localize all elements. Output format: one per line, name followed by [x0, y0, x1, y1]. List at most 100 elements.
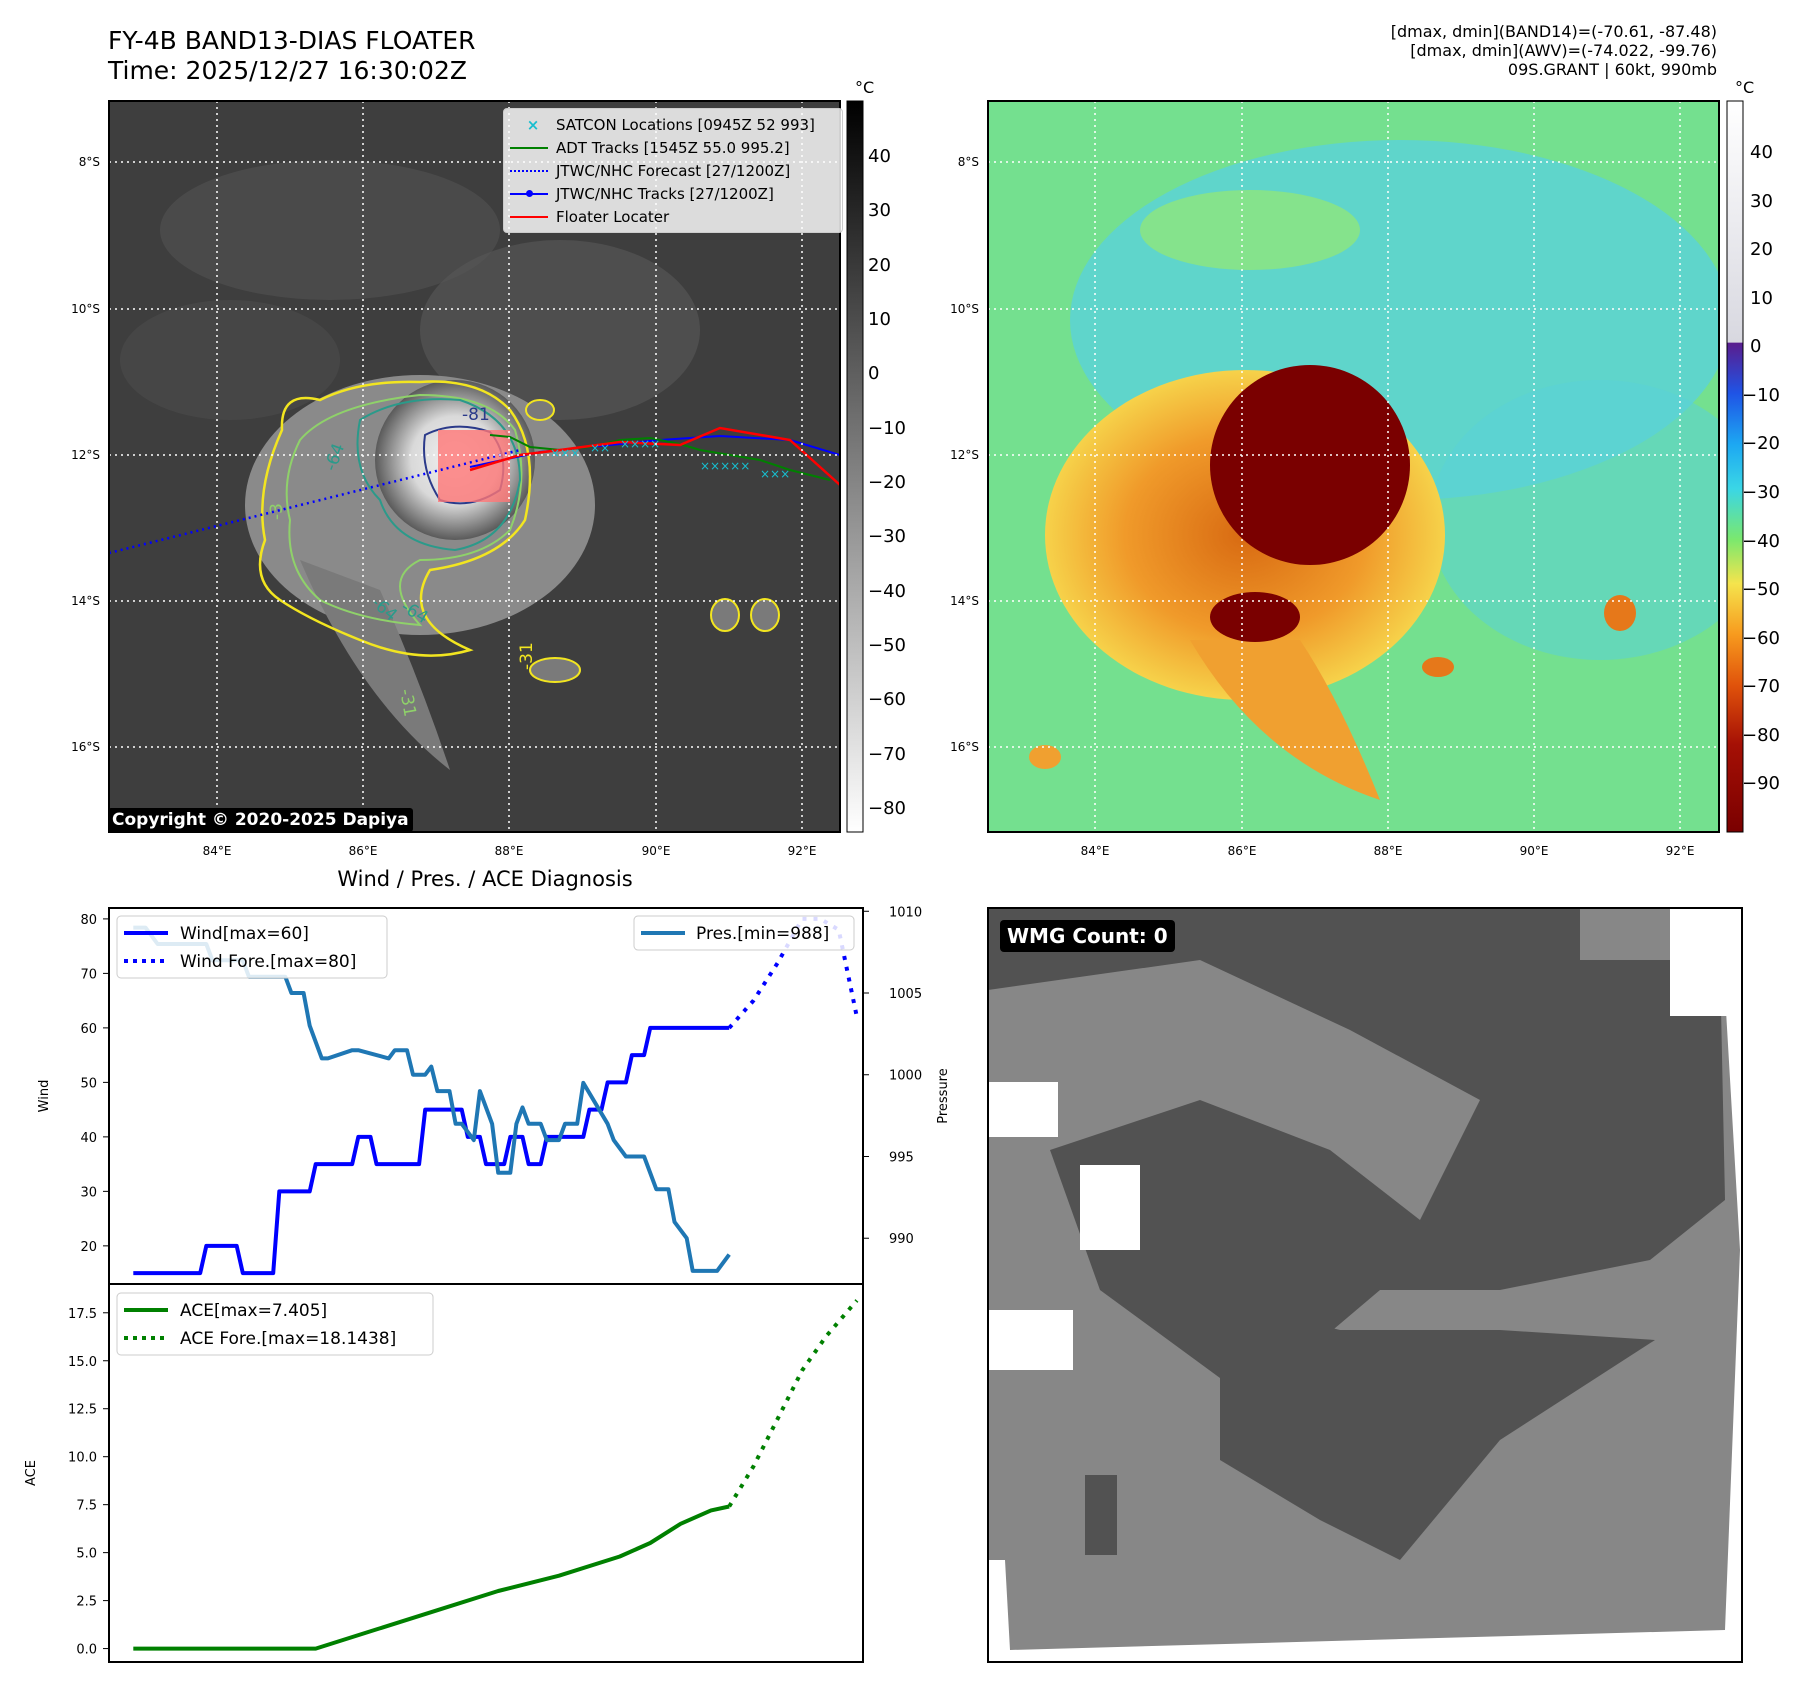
lat-label: 10°S — [950, 302, 979, 316]
contour-cell — [710, 598, 740, 632]
lon-label: 88°E — [495, 844, 524, 858]
contour-31 — [258, 380, 532, 657]
contour-label: -31 — [395, 687, 420, 718]
lon-label: 86°E — [1228, 844, 1257, 858]
pressure-legend — [633, 915, 855, 951]
contour-label: -31 — [517, 642, 537, 670]
y-tick-label: 60 — [80, 1022, 97, 1037]
colorbar-tick: −80 — [1742, 725, 1780, 746]
y-right-tick-label: 990 — [889, 1232, 914, 1247]
lon-label: 90°E — [642, 844, 671, 858]
contour-cell — [529, 657, 581, 683]
series-line-pres- — [133, 925, 731, 1273]
lon-label: 84°E — [1081, 844, 1110, 858]
y-right-tick-label: 995 — [889, 1150, 914, 1165]
lon-label: 90°E — [1520, 844, 1549, 858]
series-line-ace — [133, 1504, 730, 1651]
satcon-markers: ××× ×× ×××× ××××× ××× — [550, 437, 790, 481]
floater-line-icon — [510, 215, 548, 218]
series-line-wind — [133, 1025, 730, 1276]
colorbar-tick: −30 — [868, 526, 906, 547]
y-tick-label: 70 — [80, 967, 97, 982]
y-tick-label: 5.0 — [76, 1547, 97, 1562]
legend-label: ADT Tracks [1545Z 55.0 995.2] — [556, 138, 790, 157]
color-colorbar-ticks: 40 30 20 10 0 −10 −20 −30 −40 −50 −60 −7… — [1742, 142, 1780, 794]
colorbar-tick: −60 — [1742, 628, 1780, 649]
awv-satellite-map[interactable] — [988, 101, 1770, 832]
wmg-white-cell — [1080, 1165, 1140, 1250]
color-colorbar-unit: °C — [1735, 78, 1755, 97]
floater-track-line — [469, 426, 840, 486]
legend-label-pressure: Pres.[min=988] — [696, 924, 829, 944]
ir-rainband — [300, 560, 450, 770]
contour-50 — [285, 393, 523, 627]
jtwc-line-icon — [510, 189, 548, 197]
colorbar-tick: 10 — [1750, 288, 1773, 309]
colorbar-tick: 30 — [1750, 191, 1773, 212]
lon-label: 92°E — [788, 844, 817, 858]
colorbar-tick: −50 — [1742, 579, 1780, 600]
svg-text:×××××: ××××× — [700, 459, 750, 473]
colorbar-tick: −40 — [868, 581, 906, 602]
meta-awv: [dmax, dmin](AWV)=(-74.022, -99.76) — [1410, 41, 1717, 60]
lat-label: 8°S — [958, 155, 979, 169]
colorbar-tick: −90 — [1742, 773, 1780, 794]
legend-label-wind: Wind[max=60] — [180, 924, 309, 944]
wmg-dark-region — [1220, 1300, 1655, 1560]
y-tick-label: 2.5 — [76, 1595, 97, 1610]
lat-label: 8°S — [79, 155, 100, 169]
awv-cell — [1029, 745, 1061, 769]
legend-label: JTWC/NHC Forecast [27/1200Z] — [556, 161, 791, 180]
ir-map-frame — [108, 100, 841, 833]
colorbar-tick: −10 — [1742, 385, 1780, 406]
y-tick-label: 10.0 — [68, 1451, 97, 1466]
y-tick-label: 20 — [80, 1240, 97, 1255]
colorbar-tick: 40 — [1750, 142, 1773, 163]
copyright-badge: Copyright © 2020-2025 Dapiya — [108, 808, 413, 832]
series-line-wind-fore- — [727, 916, 859, 1030]
y-tick-label: 15.0 — [68, 1355, 97, 1370]
wmg-dark-cell — [1085, 1475, 1117, 1555]
awv-lon-labels: 84°E 86°E 88°E 90°E 92°E — [1081, 844, 1695, 858]
wmg-count-badge: WMG Count: 0 — [1000, 920, 1175, 952]
colorbar-tick: −30 — [1742, 482, 1780, 503]
ace-axis-label: ACE — [24, 1460, 39, 1486]
ir-cloud-band — [160, 160, 500, 300]
colorbar-tick: −40 — [1742, 531, 1780, 552]
wmg-panel[interactable] — [987, 907, 1743, 1663]
legend-row-jtwc: JTWC/NHC Tracks [27/1200Z] — [510, 182, 836, 205]
ir-lon-labels: 84°E 86°E 88°E 90°E 92°E — [203, 844, 817, 858]
legend-row-adt: ADT Tracks [1545Z 55.0 995.2] — [510, 136, 836, 159]
awv-map-frame — [987, 100, 1720, 833]
pressure-axis-label: Pressure — [936, 1068, 951, 1124]
colorbar-tick: 30 — [868, 200, 891, 221]
chart-title: FY-4B BAND13-DIAS FLOATER Time: 2025/12/… — [108, 26, 476, 86]
colorbar-tick: −70 — [868, 744, 906, 765]
y-tick-label: 50 — [80, 1076, 97, 1091]
wind-axis-label: Wind — [37, 1080, 52, 1113]
contour-cell — [525, 399, 555, 421]
wind-pres-plot: 20 30 40 50 60 70 80 990 995 1000 1005 1010 — [80, 905, 922, 1276]
ace-plot: 0.0 2.5 5.0 7.5 10.0 12.5 15.0 17.5 — [68, 1299, 859, 1658]
legend-label-ace: ACE[max=7.405] — [180, 1301, 327, 1321]
lon-label: 84°E — [203, 844, 232, 858]
lon-label: 88°E — [1374, 844, 1403, 858]
colorbar-tick: 40 — [868, 146, 891, 167]
contour-64 — [356, 398, 522, 552]
ir-cloud-band — [420, 240, 700, 420]
meta-band14: [dmax, dmin](BAND14)=(-70.61, -87.48) — [1390, 22, 1717, 41]
colorbar-tick: 10 — [868, 309, 891, 330]
colorbar-tick: −80 — [868, 798, 906, 819]
ir-lat-labels: 8°S 10°S 12°S 14°S 16°S — [71, 155, 100, 754]
gray-colorbar-unit: °C — [855, 78, 875, 97]
y-tick-label: 7.5 — [76, 1499, 97, 1514]
forecast-line-icon — [510, 169, 548, 172]
svg-text:×××: ××× — [760, 467, 790, 481]
lat-label: 12°S — [71, 448, 100, 462]
wmg-white-cell — [988, 1082, 1058, 1137]
colorbar-tick: −70 — [1742, 676, 1780, 697]
gray-colorbar — [846, 100, 864, 833]
wmg-white-cell — [988, 1310, 1073, 1370]
color-colorbar — [1726, 100, 1744, 833]
